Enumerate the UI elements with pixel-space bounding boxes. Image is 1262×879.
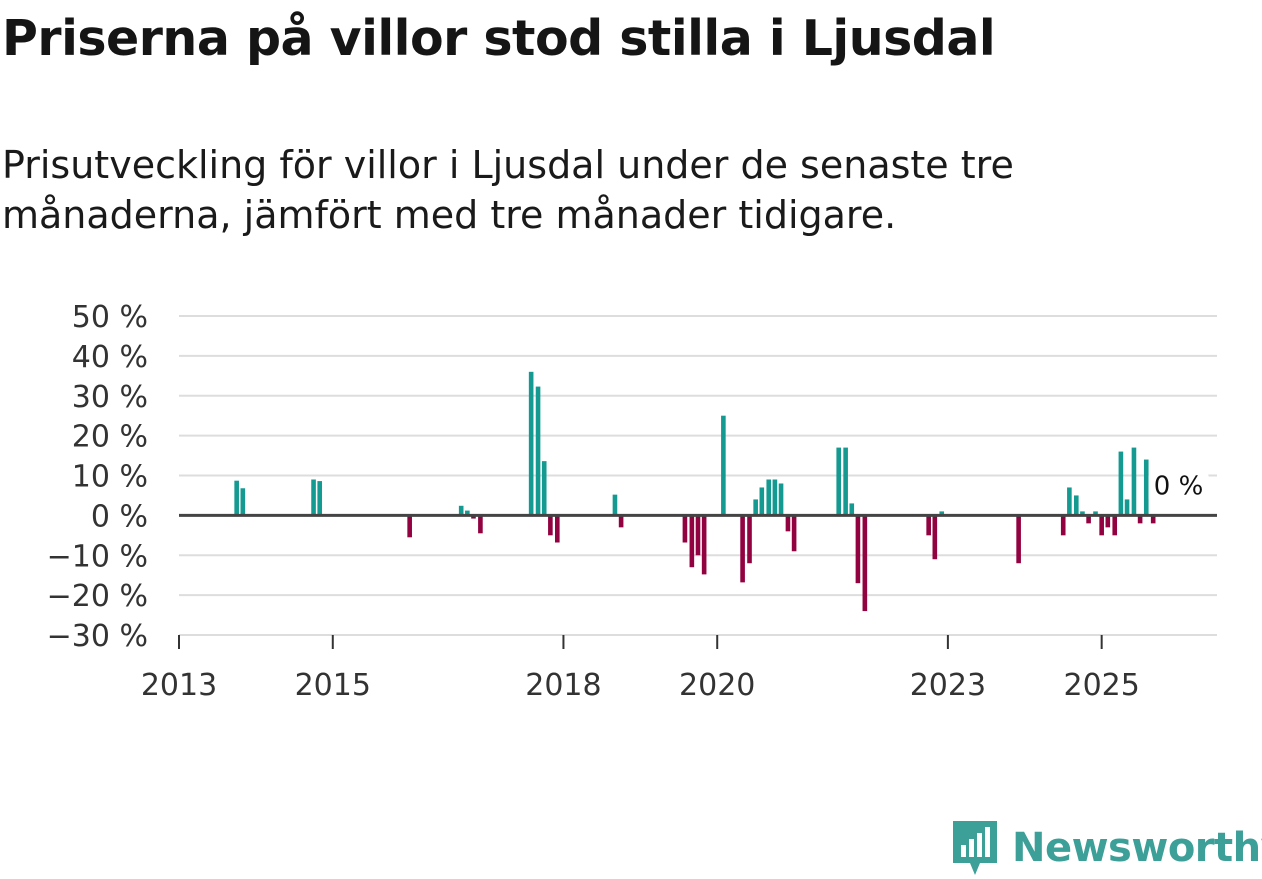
x-tick-label: 2020 [679, 668, 755, 703]
bar [471, 515, 476, 519]
y-tick-label: 0 % [91, 499, 148, 534]
bar [689, 515, 695, 568]
bar [1112, 515, 1118, 536]
bar [785, 515, 791, 532]
bar [478, 515, 483, 534]
bar [1099, 515, 1104, 536]
x-tick-label: 2015 [295, 668, 371, 703]
annotation-background [1148, 472, 1209, 503]
bar [926, 515, 931, 536]
bars [234, 371, 1156, 612]
bar [747, 515, 752, 564]
bar [541, 461, 547, 516]
annotations: 0 % [1148, 471, 1209, 503]
bar [695, 515, 701, 556]
bar [1067, 487, 1072, 516]
y-axis-labels: 50 % 40 % 30 % 20 % 10 % 0 % −10 % −20 % −30 % [47, 300, 148, 654]
bar [1143, 459, 1149, 516]
x-tick-label: 2025 [1063, 668, 1139, 703]
bar [721, 415, 726, 516]
x-tick-label: 2013 [141, 668, 217, 703]
bar [939, 511, 945, 516]
newsworthy-logo: Newsworthy [950, 818, 1262, 878]
bar [1150, 515, 1156, 524]
bar [612, 494, 618, 516]
bar [317, 481, 323, 516]
chart-subtitle: Prisutveckling för villor i Ljusdal unde… [2, 143, 1014, 237]
bar [1086, 515, 1091, 524]
bar [1131, 447, 1137, 516]
x-tick-label: 2023 [910, 668, 986, 703]
y-tick-label: 50 % [72, 300, 148, 335]
bar [548, 515, 553, 536]
y-tick-label: 20 % [72, 420, 148, 455]
x-axis-labels: 2013 2015 2018 2020 2023 2025 [141, 668, 1140, 703]
y-tick-label: −20 % [47, 579, 148, 614]
bar [843, 447, 848, 516]
y-tick-label: −30 % [47, 619, 148, 654]
bar [1016, 515, 1021, 564]
bar [311, 479, 316, 516]
gridlines [179, 315, 1217, 636]
bar [1080, 511, 1085, 516]
bar [234, 480, 239, 516]
bar [772, 479, 778, 516]
x-tick-label: 2018 [525, 668, 601, 703]
y-tick-label: 30 % [72, 380, 148, 415]
bar [1124, 499, 1130, 516]
bar [778, 483, 784, 516]
bar [458, 505, 464, 516]
bar [791, 515, 797, 552]
bar [240, 488, 246, 516]
bar [465, 510, 470, 516]
bar [766, 479, 772, 516]
brand-name: Newsworthy [1012, 825, 1262, 871]
bar [849, 503, 855, 516]
annotation-label: 0 % [1154, 471, 1204, 501]
bar [1105, 515, 1111, 528]
bar [836, 447, 842, 516]
bar [740, 515, 745, 583]
bar [855, 515, 861, 584]
bar [753, 499, 758, 516]
bar [1093, 511, 1098, 516]
bar [554, 515, 560, 543]
chart-title: Priserna på villor stod stilla i Ljusdal [2, 10, 996, 67]
y-tick-label: −10 % [47, 539, 148, 574]
bar [535, 386, 541, 516]
bar [1137, 515, 1143, 524]
bar [1118, 451, 1124, 516]
bar [618, 515, 624, 528]
bar [1060, 515, 1066, 536]
bar [759, 487, 765, 516]
y-tick-label: 40 % [72, 340, 148, 375]
bar [701, 515, 707, 575]
newsworthy-logo-icon [953, 821, 997, 875]
y-tick-label: 10 % [72, 460, 148, 495]
bar [862, 515, 868, 612]
axes [178, 513, 1217, 649]
bar [1073, 495, 1079, 516]
bar [682, 515, 688, 543]
bar [932, 515, 938, 560]
bar [407, 515, 412, 538]
bar [528, 371, 534, 516]
